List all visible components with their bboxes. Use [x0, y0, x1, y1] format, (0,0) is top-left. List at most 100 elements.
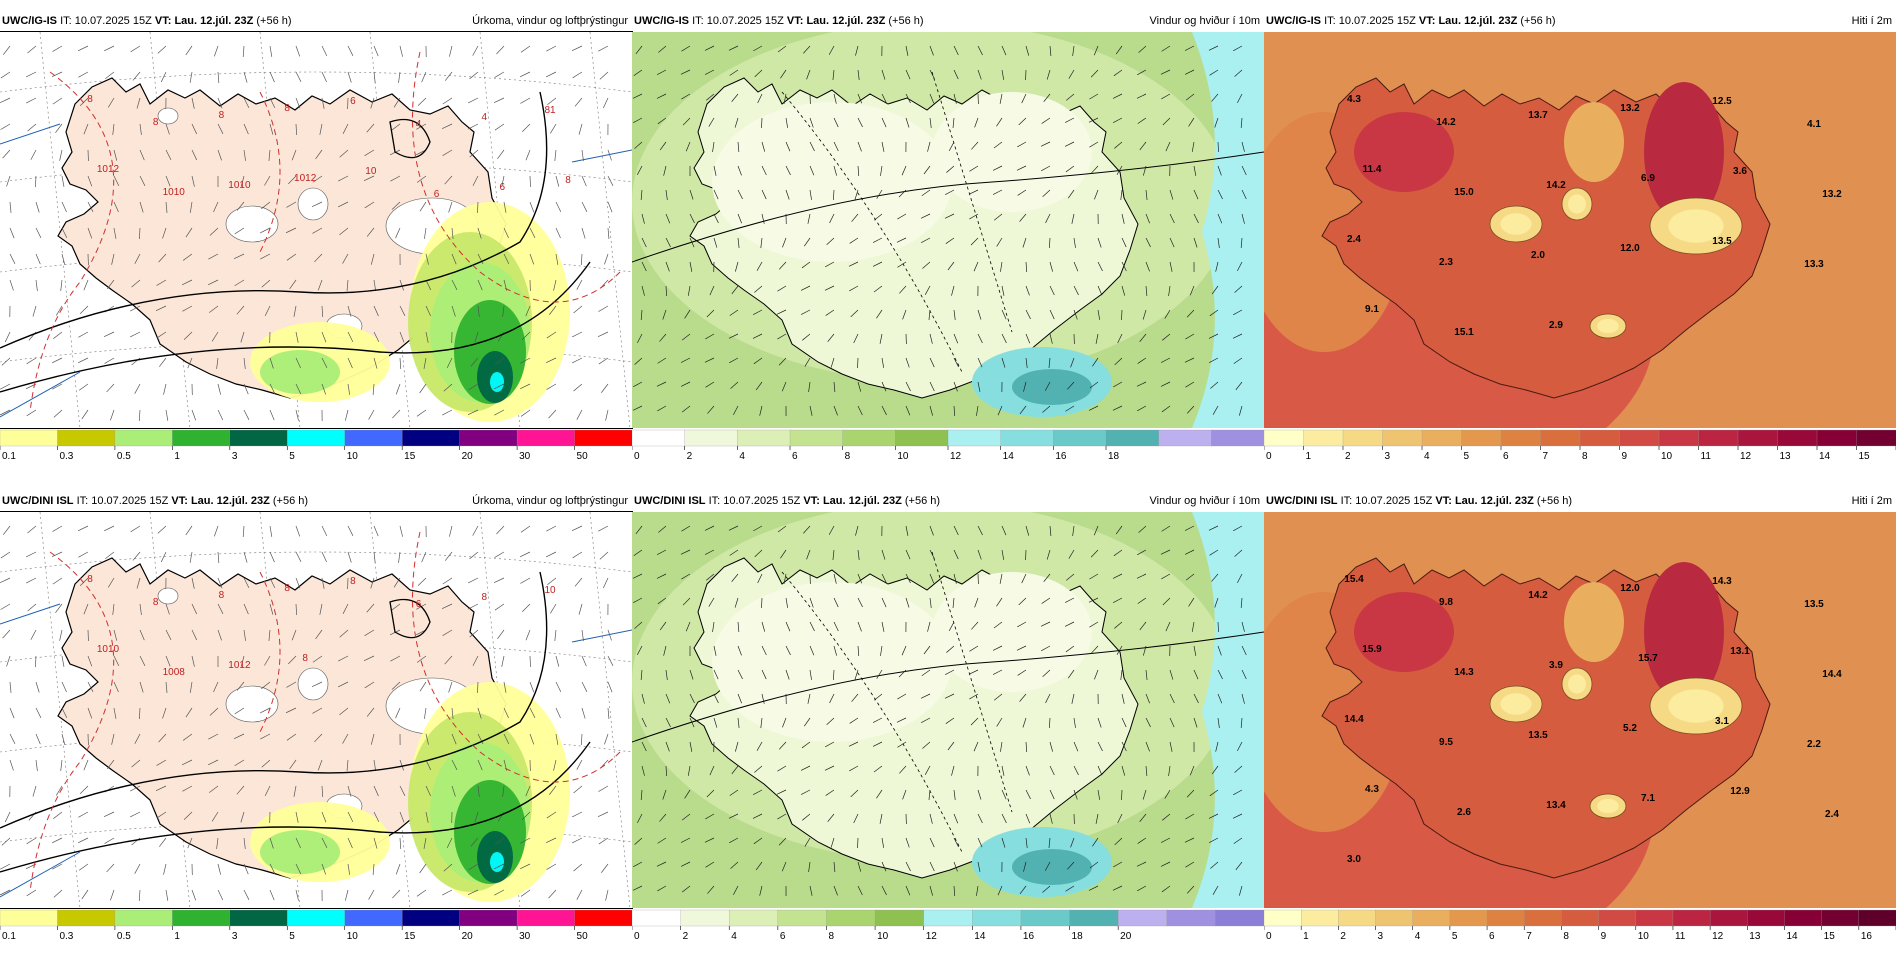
map-value-label: 6	[350, 96, 356, 107]
colorbar-segment	[1159, 430, 1212, 446]
wind-speed-area	[1012, 369, 1092, 405]
colorbar-segment	[948, 430, 1001, 446]
map-value-label: 15.9	[1362, 644, 1382, 655]
colorbar-tick-label: 0	[634, 931, 640, 942]
wind-speed-area	[712, 582, 952, 742]
colorbar-segment	[1487, 910, 1525, 926]
map-value-label: 14.3	[1454, 667, 1474, 678]
vt-label: VT:	[803, 495, 820, 507]
panel-dini-wind: UWC/DINI ISL IT: 10.07.2025 15Z VT: Lau.…	[632, 490, 1264, 956]
glacier-core	[1597, 799, 1619, 813]
map-value-label: 3.1	[1715, 716, 1729, 727]
colorbar-segment	[1422, 430, 1462, 446]
glacier-core	[1597, 319, 1619, 333]
map-value-label: 8	[153, 117, 159, 128]
map-layer	[632, 32, 1264, 428]
colorbar-tick-label: 2	[1345, 451, 1351, 462]
colorbar-tick-label: 10	[877, 931, 889, 942]
lead-time: (+56 h)	[256, 15, 291, 27]
colorbar-tick-label: 9	[1601, 931, 1607, 942]
colorbar-tick-label: 20	[1120, 931, 1132, 942]
colorbar-tick-label: 10	[897, 451, 909, 462]
map-value-label: 4	[482, 112, 488, 123]
map-value-label: 4	[416, 119, 422, 130]
colorbar-tick-label: 6	[1503, 451, 1509, 462]
map-layer	[632, 512, 1264, 908]
colorbar-tick-label: 16	[1055, 451, 1067, 462]
colorbar-segment	[57, 430, 115, 446]
vt-label: VT:	[1435, 495, 1452, 507]
colorbar-tick-label: 0	[1266, 931, 1272, 942]
map-value-label: 8	[565, 175, 571, 186]
colorbar-tick-label: 1	[1303, 931, 1309, 942]
map-value-label: 15.4	[1344, 574, 1364, 585]
colorbar-segment	[1636, 910, 1674, 926]
map-layer: 4.314.213.713.212.54.111.415.014.26.93.6…	[1264, 32, 1896, 428]
map-value-label: 10	[365, 166, 377, 177]
map-value-label: 4.1	[1807, 119, 1821, 130]
colorbar-segment	[632, 430, 685, 446]
colorbar-segment	[1376, 910, 1414, 926]
colorbar-tick-label: 1	[1306, 451, 1312, 462]
colorbar-segment	[575, 910, 632, 926]
colorbar-tick-label: 5	[289, 451, 295, 462]
glacier	[298, 668, 328, 700]
colorbar-segment	[1659, 430, 1699, 446]
colorbar-segment	[230, 910, 288, 926]
colorbar-tick-label: 7	[1526, 931, 1532, 942]
map-area: 4.314.213.713.212.54.111.415.014.26.93.6…	[1264, 32, 1896, 428]
map-value-label: 14.2	[1436, 117, 1456, 128]
glacier-core	[1500, 693, 1531, 715]
map-value-label: 8	[219, 110, 225, 121]
colorbar-tick-label: 8	[828, 931, 834, 942]
colorbar-segment	[1822, 910, 1860, 926]
colorbar-tick-label: 12	[1712, 931, 1724, 942]
lead-time: (+56 h)	[1520, 15, 1555, 27]
colorbar-tick-label: 3	[1378, 931, 1384, 942]
colorbar-tick-label: 14	[1786, 931, 1798, 942]
map-value-label: 14.2	[1546, 180, 1566, 191]
colorbar-segment	[790, 430, 843, 446]
it-label: IT:	[692, 15, 704, 27]
colorbar-segment	[632, 910, 681, 926]
colorbar-segment	[172, 430, 230, 446]
map-value-label: 13.3	[1804, 259, 1824, 270]
map-value-label: 1010	[228, 180, 251, 191]
map-value-label: 8	[284, 583, 290, 594]
colorbar-segment	[1599, 910, 1637, 926]
colorbar-tick-label: 1	[174, 931, 180, 942]
it-label: IT:	[1341, 495, 1353, 507]
it-value: 10.07.2025 15Z	[75, 15, 152, 27]
colorbar-tick-label: 50	[577, 451, 589, 462]
map-value-label: 13.5	[1528, 730, 1548, 741]
lead-time: (+56 h)	[273, 495, 308, 507]
colorbar-segment	[0, 430, 58, 446]
colorbar-tick-label: 8	[845, 451, 851, 462]
map-value-label: 15.1	[1454, 327, 1474, 338]
panel-header: UWC/DINI ISL IT: 10.07.2025 15Z VT: Lau.…	[1264, 490, 1896, 512]
colorbar-tick-label: 6	[780, 931, 786, 942]
precip-area	[490, 852, 504, 872]
map-value-label: 13.1	[1730, 646, 1750, 657]
colorbar-tick-label: 3	[232, 931, 238, 942]
lead-time: (+56 h)	[905, 495, 940, 507]
colorbar-segment	[1747, 910, 1785, 926]
map-value-label: 13.5	[1804, 599, 1824, 610]
it-label: IT:	[77, 495, 89, 507]
colorbar-segment	[729, 910, 778, 926]
map-value-label: 4.3	[1347, 94, 1361, 105]
colorbar-segment	[575, 430, 632, 446]
colorbar-segment	[517, 430, 575, 446]
colorbar-tick-label: 13	[1780, 451, 1792, 462]
map-value-label: 14.3	[1712, 576, 1732, 587]
colorbar-tick-label: 15	[1824, 931, 1836, 942]
colorbar-tick-label: 30	[519, 931, 531, 942]
colorbar-tick-label: 14	[1003, 451, 1015, 462]
map-value-label: 13.4	[1546, 800, 1566, 811]
colorbar-segment	[972, 910, 1021, 926]
model-name: UWC/IG-IS	[634, 15, 689, 27]
